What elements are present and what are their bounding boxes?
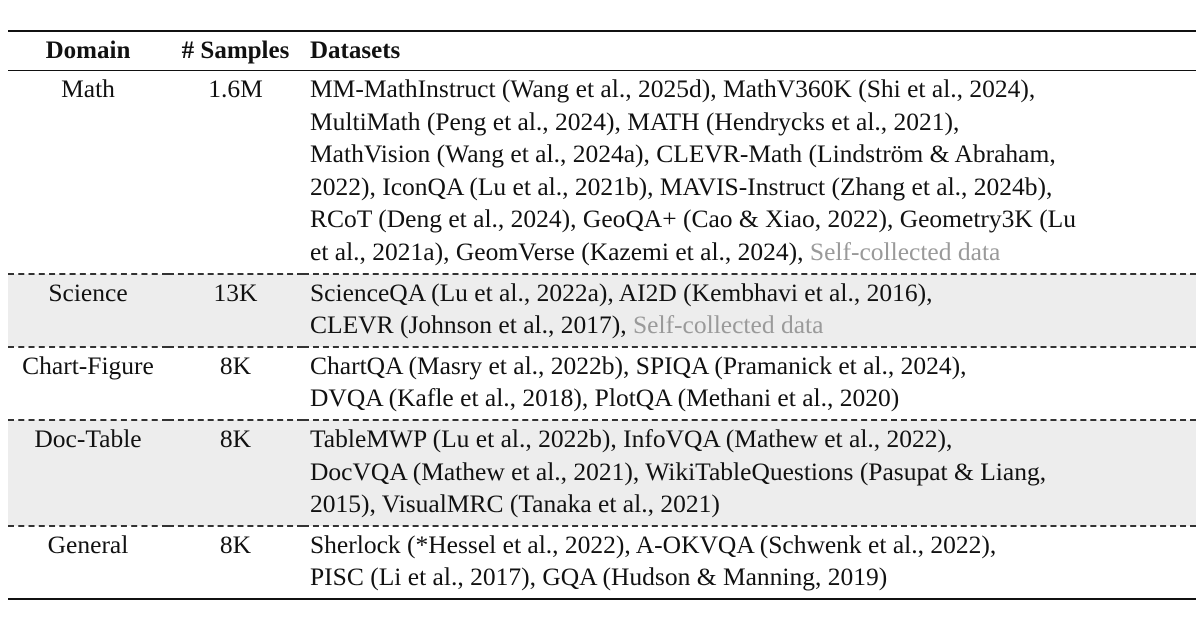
- dataset-line: 2022), IconQA (Lu et al., 2021b), MAVIS-…: [310, 171, 1053, 201]
- samples-cell: 1.6M: [208, 74, 263, 103]
- table-row: Math 1.6M MM-MathInstruct (Wang et al., …: [8, 71, 1196, 274]
- samples-cell: 8K: [219, 529, 252, 559]
- dataset-line-text: CLEVR (Johnson et al., 2017),: [310, 310, 633, 340]
- self-collected-note: Self-collected data: [632, 310, 824, 340]
- domain-cell: Science: [8, 273, 168, 347]
- domain-cell: Doc-Table: [8, 419, 168, 526]
- dataset-line: PISC (Li et al., 2017), GQA (Hudson & Ma…: [310, 562, 888, 592]
- dataset-line-text: et al., 2021a), GeomVerse (Kazemi et al.…: [310, 236, 810, 266]
- header-datasets: Datasets: [310, 36, 401, 64]
- dataset-line: ScienceQA (Lu et al., 2022a), AI2D (Kemb…: [310, 277, 933, 307]
- domain-cell: Chart-Figure: [22, 350, 154, 380]
- table-row: General 8K Sherlock (*Hessel et al., 202…: [8, 525, 1196, 599]
- domain-cell: Math: [61, 74, 115, 103]
- domain-cell: General: [47, 529, 129, 559]
- dataset-table: Domain # Samples Datasets Math 1.6M MM-M…: [8, 30, 1196, 600]
- datasets-cell: ChartQA (Masry et al., 2022b), SPIQA (Pr…: [303, 347, 1196, 420]
- self-collected-note: Self-collected data: [809, 236, 1001, 266]
- dataset-line: RCoT (Deng et al., 2024), GeoQA+ (Cao & …: [310, 204, 1077, 234]
- dataset-line: CLEVR (Johnson et al., 2017), Self-colle…: [310, 309, 1195, 342]
- dataset-line: MathVision (Wang et al., 2024a), CLEVR-M…: [310, 139, 1056, 169]
- dataset-line: MultiMath (Peng et al., 2024), MATH (Hen…: [310, 106, 960, 136]
- datasets-cell: MM-MathInstruct (Wang et al., 2025d), Ma…: [303, 71, 1196, 274]
- dataset-line: DVQA (Kafle et al., 2018), PlotQA (Metha…: [310, 383, 900, 413]
- table-row: Science 13K ScienceQA (Lu et al., 2022a)…: [8, 273, 1196, 347]
- header-row: Domain # Samples Datasets: [8, 31, 1196, 71]
- table-body: Math 1.6M MM-MathInstruct (Wang et al., …: [8, 71, 1196, 599]
- dataset-line: MM-MathInstruct (Wang et al., 2025d), Ma…: [310, 74, 1036, 103]
- table-row: Chart-Figure 8K ChartQA (Masry et al., 2…: [8, 346, 1196, 420]
- dataset-line: ChartQA (Masry et al., 2022b), SPIQA (Pr…: [310, 350, 967, 380]
- datasets-cell: TableMWP (Lu et al., 2022b), InfoVQA (Ma…: [303, 419, 1196, 526]
- dataset-line: et al., 2021a), GeomVerse (Kazemi et al.…: [310, 236, 1195, 269]
- dataset-line: 2015), VisualMRC (Tanaka et al., 2021): [310, 489, 720, 519]
- table-header: Domain # Samples Datasets: [8, 31, 1196, 71]
- datasets-cell: ScienceQA (Lu et al., 2022a), AI2D (Kemb…: [303, 273, 1196, 347]
- samples-cell: 8K: [168, 419, 303, 526]
- header-domain: Domain: [45, 36, 131, 64]
- table-row: Doc-Table 8K TableMWP (Lu et al., 2022b)…: [8, 419, 1196, 526]
- dataset-line: TableMWP (Lu et al., 2022b), InfoVQA (Ma…: [310, 423, 953, 453]
- samples-cell: 13K: [168, 273, 303, 347]
- header-samples: # Samples: [181, 36, 290, 64]
- datasets-cell: Sherlock (*Hessel et al., 2022), A-OKVQA…: [303, 526, 1196, 599]
- dataset-line: DocVQA (Mathew et al., 2021), WikiTableQ…: [310, 456, 1047, 486]
- dataset-table-container: Domain # Samples Datasets Math 1.6M MM-M…: [8, 30, 1196, 600]
- samples-cell: 8K: [219, 350, 252, 380]
- dataset-line: Sherlock (*Hessel et al., 2022), A-OKVQA…: [310, 529, 997, 559]
